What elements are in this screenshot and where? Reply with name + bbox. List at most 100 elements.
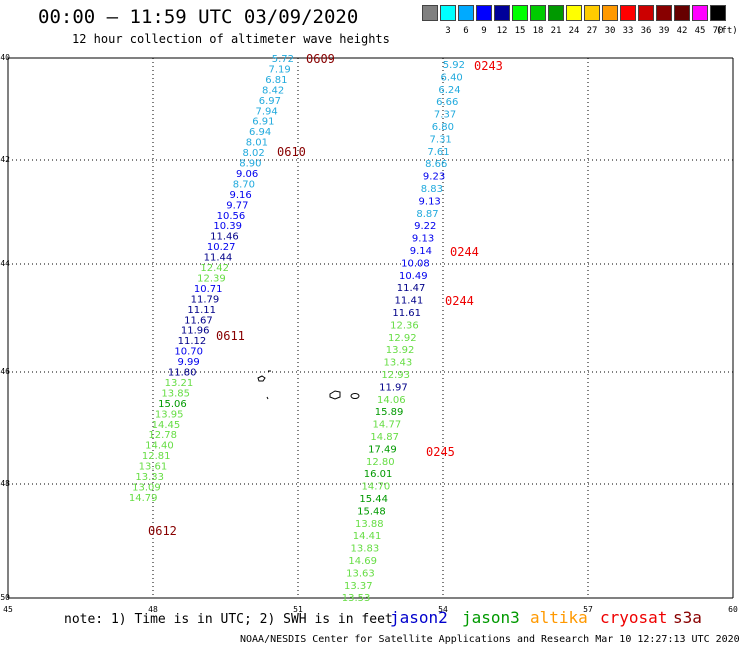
wave-height-label: 11.41 xyxy=(395,296,424,307)
wave-height-label: 14.70 xyxy=(362,482,391,493)
wave-height-label: 7.19 xyxy=(268,64,290,75)
island-outline xyxy=(350,393,360,399)
wave-height-label: 7.31 xyxy=(430,134,452,145)
legend-swatch xyxy=(656,5,672,21)
wave-height-label: 5.72 xyxy=(272,54,294,65)
wave-height-label: 11.97 xyxy=(379,382,408,393)
wave-height-label: 11.12 xyxy=(178,336,207,347)
wave-height-label: 6.40 xyxy=(441,72,463,83)
wave-height-label: 13.88 xyxy=(355,519,384,530)
wave-height-label: 7.37 xyxy=(434,110,456,121)
wave-height-label: 12.81 xyxy=(142,451,171,462)
wave-height-label: 10.70 xyxy=(174,347,203,358)
wave-height-label: 8.87 xyxy=(416,209,438,220)
legend-swatch xyxy=(602,5,618,21)
legend-swatch-label: 9 xyxy=(481,26,487,36)
footer-note: note: 1) Time is in UTC; 2) SWH is in fe… xyxy=(64,612,393,627)
wave-height-label: 11.47 xyxy=(397,283,426,294)
map-frame xyxy=(7,57,734,599)
wave-height-label: 14.40 xyxy=(145,441,174,452)
wave-height-label: 6.97 xyxy=(259,96,281,107)
wave-height-label: 9.23 xyxy=(423,172,445,183)
lat-tick-label: -46 xyxy=(0,367,10,376)
wave-height-label: 12.80 xyxy=(366,457,395,468)
lon-tick-label: 48 xyxy=(148,605,158,614)
wave-height-label: 11.79 xyxy=(191,294,220,305)
wave-height-label: 13.33 xyxy=(135,472,164,483)
island-outlines xyxy=(257,370,360,400)
wave-height-label: 16.01 xyxy=(364,469,393,480)
legend-swatch xyxy=(584,5,600,21)
wave-height-label: 17.49 xyxy=(368,444,397,455)
footer-credit: NOAA/NESDIS Center for Satellite Applica… xyxy=(240,634,740,645)
legend-unit: (ft) xyxy=(716,26,738,36)
lat-tick-label: -42 xyxy=(0,155,10,164)
satellite-name: cryosat xyxy=(600,608,668,627)
wave-height-label: 11.61 xyxy=(392,308,421,319)
legend-swatch-label: 12 xyxy=(496,26,508,36)
track-b: 5.926.40 6.246.66 7.376.807.31 7.618.66 9.23… xyxy=(342,59,503,604)
wave-height-label: 11.44 xyxy=(204,253,233,264)
wave-height-label: 12.36 xyxy=(390,320,419,331)
legend-swatch-label: 42 xyxy=(676,26,688,36)
wave-height-label: 9.77 xyxy=(226,200,248,211)
wave-height-label: 10.08 xyxy=(401,258,430,269)
legend-swatch xyxy=(440,5,456,21)
legend-swatch xyxy=(458,5,474,21)
wave-height-label: 15.44 xyxy=(359,494,388,505)
legend-swatch xyxy=(620,5,636,21)
wave-height-label: 10.27 xyxy=(207,242,236,253)
wave-height-label: 13.83 xyxy=(351,544,380,555)
pass-time-label: 0610 xyxy=(277,145,306,159)
wave-height-label: 11.46 xyxy=(210,232,239,243)
wave-height-label: 7.61 xyxy=(427,147,449,158)
wave-height-label: 11.96 xyxy=(181,326,210,337)
wave-height-label: 14.41 xyxy=(353,531,382,542)
wave-height-label: 15.89 xyxy=(375,407,404,418)
wave-height-label: 12.93 xyxy=(381,370,410,381)
wave-height-label: 8.70 xyxy=(233,179,255,190)
axis-tick-labels: -40 -42 -44 -46 -48 -50 45 48 51 54 57 60 xyxy=(0,53,738,614)
pass-time-label: 0611 xyxy=(216,329,245,343)
island-outline xyxy=(257,375,266,382)
wave-height-label: 8.66 xyxy=(425,159,447,170)
legend-swatch-label: 21 xyxy=(550,26,562,36)
legend-swatch xyxy=(494,5,510,21)
lat-tick-label: -50 xyxy=(0,593,10,602)
wave-height-label: 10.49 xyxy=(399,271,428,282)
satellite-name: s3a xyxy=(673,608,702,627)
wave-height-label: 13.95 xyxy=(155,409,184,420)
wave-height-label: 10.39 xyxy=(213,221,242,232)
wave-height-label: 9.13 xyxy=(419,196,441,207)
lon-tick-label: 54 xyxy=(438,605,448,614)
lon-tick-label: 51 xyxy=(293,605,303,614)
legend-swatch xyxy=(476,5,492,21)
wave-height-label: 8.90 xyxy=(239,159,261,170)
track-a: 5.727.196.818.426.977.946.916.948.018.02… xyxy=(129,52,335,538)
wave-height-label: 9.22 xyxy=(414,221,436,232)
legend-swatch-label: 18 xyxy=(532,26,544,36)
wave-height-label: 6.91 xyxy=(252,117,274,128)
wave-height-label: 13.92 xyxy=(386,345,415,356)
wave-height-label: 12.39 xyxy=(197,273,226,284)
wave-height-label: 14.79 xyxy=(129,493,158,504)
wave-height-label: 12.92 xyxy=(388,333,417,344)
wave-height-label: 8.02 xyxy=(242,148,264,159)
wave-height-label: 8.42 xyxy=(262,85,284,96)
wave-height-label: 6.80 xyxy=(432,122,454,133)
wave-height-label: 11.11 xyxy=(187,305,216,316)
wave-height-label: 13.09 xyxy=(132,482,161,493)
pass-time-label: 0243 xyxy=(474,59,503,73)
wave-height-label: 13.85 xyxy=(161,388,190,399)
satellite-name: jason2 xyxy=(390,608,448,627)
legend-swatch xyxy=(530,5,546,21)
wave-height-label: 10.56 xyxy=(217,211,246,222)
wave-height-label: 12.42 xyxy=(200,263,229,274)
legend-swatch-label: 45 xyxy=(694,26,706,36)
map-title: 00:00 – 11:59 UTC 03/09/2020 xyxy=(38,6,359,28)
wave-height-label: 14.69 xyxy=(348,556,377,567)
wave-height-label: 13.37 xyxy=(344,581,373,592)
wave-height-label: 11.80 xyxy=(168,368,197,379)
wave-height-label: 14.87 xyxy=(370,432,399,443)
wave-height-label: 6.81 xyxy=(265,75,287,86)
